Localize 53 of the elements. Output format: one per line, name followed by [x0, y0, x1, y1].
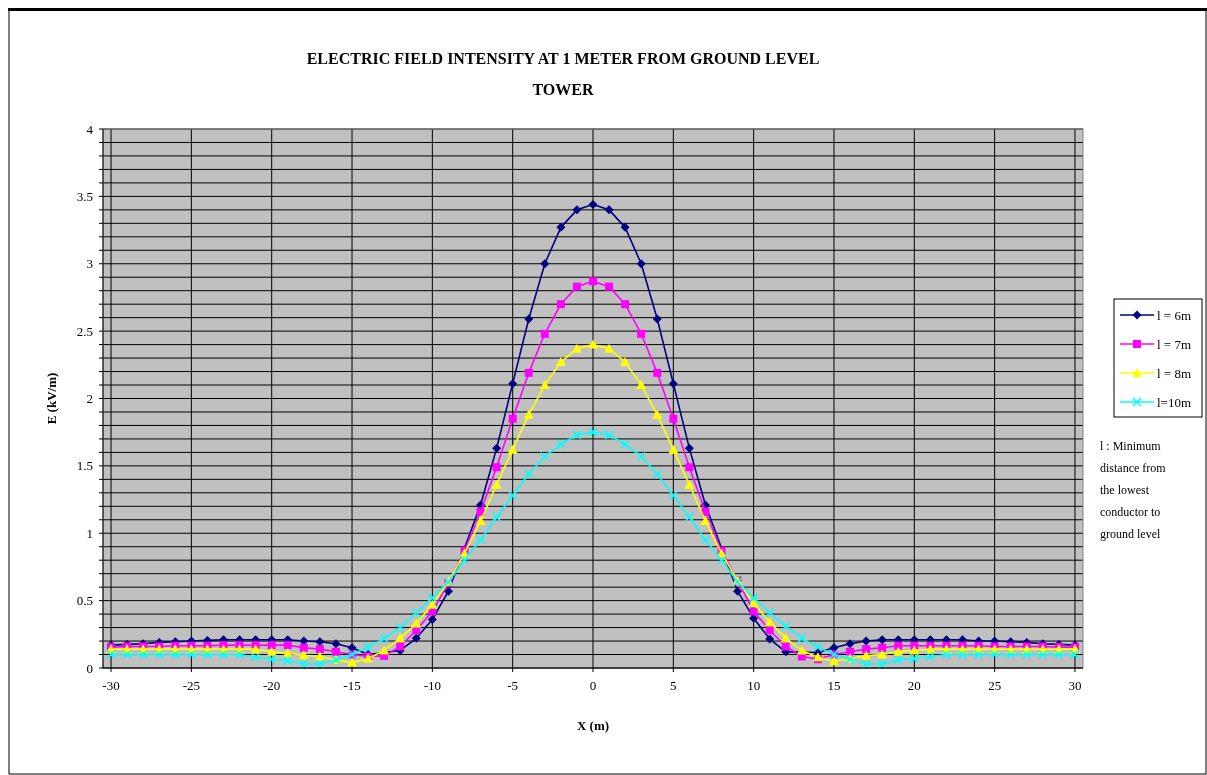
x-tick-label: 25: [988, 678, 1002, 693]
x-tick-label: 5: [670, 678, 677, 693]
point: [877, 635, 887, 645]
x-tick-label: 30: [1068, 678, 1082, 693]
point: [765, 634, 775, 644]
legend-label: l = 8m: [1157, 365, 1192, 381]
y-tick-label: 1: [86, 525, 93, 541]
point: [620, 222, 630, 232]
point: [331, 639, 341, 649]
point: [315, 637, 325, 647]
point: [668, 379, 678, 389]
point: [572, 205, 582, 215]
y-tick-label: 0: [86, 660, 93, 676]
point: [508, 379, 518, 389]
x-axis-title: X (m): [576, 718, 610, 733]
point: [684, 443, 694, 453]
y-tick-label: 4: [86, 121, 94, 137]
legend-label: l = 7m: [1157, 336, 1192, 352]
point: [733, 586, 743, 596]
chart-title: ELECTRIC FIELD INTENSITY AT 1 METER FROM GROUND LEVEL TOWER: [306, 50, 820, 98]
point: [636, 259, 646, 269]
point: [861, 636, 871, 646]
x-tick-label: -10: [423, 678, 442, 693]
y-tick-label: 2: [86, 391, 93, 407]
point: [652, 314, 662, 324]
point: [443, 586, 453, 596]
point: [427, 614, 437, 624]
x-tick-label: 20: [907, 678, 921, 693]
x-tick-label: 10: [747, 678, 761, 693]
point: [492, 443, 502, 453]
x-tick-label: -20: [263, 678, 281, 693]
y-axis-title: E (kV/m): [44, 372, 59, 425]
y-tick-label: 0.5: [76, 593, 93, 609]
y-tick-label: 3.5: [76, 188, 93, 204]
x-tick-label: -25: [182, 678, 201, 693]
y-tick-label: 3: [86, 256, 93, 272]
point: [588, 199, 598, 209]
text: l : Minimum distance from the lowest conductor to ground level: [1100, 439, 1167, 541]
point: [556, 222, 566, 232]
x-tick-label: 0: [589, 678, 597, 693]
point: [604, 205, 614, 215]
x-tick-label: -15: [343, 678, 361, 693]
legend-label: l = 6m: [1157, 307, 1192, 323]
point: [411, 633, 421, 643]
x-tick-label: -5: [507, 678, 519, 693]
legend-label: l=10m: [1157, 394, 1192, 410]
x-tick-label: 15: [827, 678, 841, 693]
point: [845, 639, 855, 649]
y-tick-label: 1.5: [76, 458, 93, 474]
point: [540, 259, 550, 269]
x-tick-label: -30: [102, 678, 120, 693]
point: [524, 314, 534, 324]
y-tick-label: 2.5: [76, 323, 93, 339]
